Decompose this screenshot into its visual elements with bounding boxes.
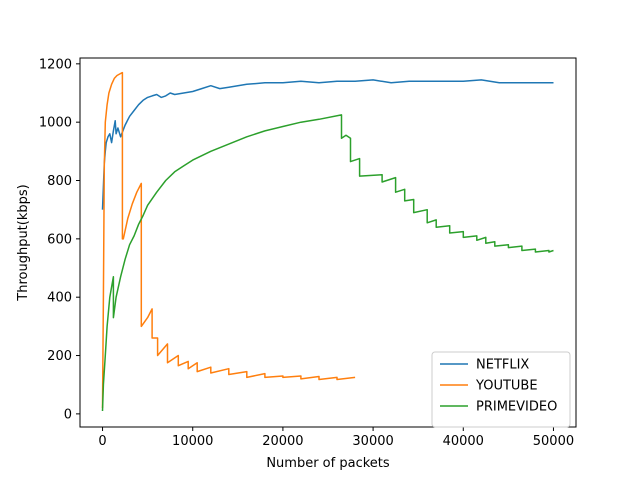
x-axis-label: Number of packets (266, 456, 390, 471)
x-tick-label: 30000 (352, 434, 393, 449)
y-tick-label: 0 (64, 407, 72, 422)
legend-label-primevideo: PRIMEVIDEO (476, 400, 557, 415)
series-line-youtube (101, 71, 356, 409)
legend-label-youtube: YOUTUBE (475, 379, 538, 394)
x-tick-label: 20000 (262, 434, 303, 449)
y-tick-label: 1200 (39, 57, 72, 72)
x-tick-label: 50000 (533, 434, 574, 449)
x-tick-label: 0 (98, 434, 106, 449)
x-tick-label: 10000 (172, 434, 213, 449)
y-axis: 0 200 400 600 800 1000 1200 (39, 57, 80, 422)
y-tick-label: 400 (47, 291, 72, 306)
legend: NETFLIX YOUTUBE PRIMEVIDEO (431, 351, 571, 428)
y-axis-label: Throughput(kbps) (16, 184, 31, 301)
series-line-primevideo (101, 114, 554, 412)
plot-frame (79, 57, 577, 428)
series-line-netflix (101, 79, 554, 210)
y-tick-label: 1000 (39, 116, 72, 131)
legend-box (431, 351, 571, 428)
y-tick-label: 600 (47, 232, 72, 247)
x-tick-label: 40000 (443, 434, 484, 449)
y-tick-label: 200 (47, 349, 72, 364)
x-axis: 0 10000 20000 30000 40000 50000 (98, 427, 574, 449)
series-layer (101, 71, 554, 412)
y-tick-label: 800 (47, 174, 72, 189)
legend-label-netflix: NETFLIX (476, 358, 529, 373)
